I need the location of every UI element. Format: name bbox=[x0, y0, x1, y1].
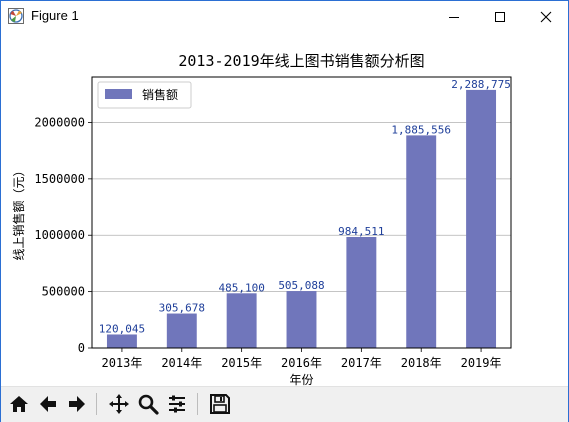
configure-icon bbox=[169, 395, 185, 413]
close-icon bbox=[540, 11, 552, 22]
close-button[interactable] bbox=[523, 1, 569, 32]
window-title: Figure 1 bbox=[31, 8, 79, 23]
x-tick-label: 2015年 bbox=[221, 356, 262, 370]
bar bbox=[226, 293, 257, 348]
y-tick-label: 1500000 bbox=[34, 172, 85, 186]
save-button[interactable] bbox=[207, 391, 233, 417]
x-tick-label: 2013年 bbox=[101, 356, 142, 370]
bar-value-label: 984,511 bbox=[338, 225, 384, 238]
zoom-button[interactable] bbox=[135, 391, 161, 417]
zoom-icon bbox=[138, 394, 159, 415]
maximize-icon bbox=[495, 11, 505, 22]
y-tick-label: 2000000 bbox=[34, 115, 85, 129]
y-axis-label: 线上销售额（元） bbox=[11, 164, 26, 260]
legend-swatch bbox=[105, 89, 132, 99]
home-button[interactable] bbox=[6, 391, 32, 417]
x-tick-label: 2019年 bbox=[461, 356, 502, 370]
app-icon bbox=[8, 8, 24, 24]
legend-label: 销售额 bbox=[142, 87, 178, 102]
bar-value-label: 485,100 bbox=[218, 281, 264, 294]
forward-button[interactable] bbox=[64, 391, 90, 417]
x-tick-label: 2017年 bbox=[341, 356, 382, 370]
bar-value-label: 1,885,556 bbox=[391, 123, 451, 136]
navigation-toolbar bbox=[1, 386, 568, 422]
bar bbox=[286, 291, 317, 348]
minimize-icon bbox=[449, 16, 459, 18]
chart-title: 2013-2019年线上图书销售额分析图 bbox=[178, 52, 424, 70]
bar bbox=[346, 236, 377, 348]
forward-icon bbox=[69, 396, 85, 412]
bar-value-label: 120,045 bbox=[99, 322, 145, 335]
x-axis-label: 年份 bbox=[289, 373, 313, 386]
save-icon bbox=[210, 394, 230, 414]
pan-button[interactable] bbox=[106, 391, 132, 417]
bar-value-label: 505,088 bbox=[278, 279, 324, 292]
x-tick-label: 2014年 bbox=[161, 356, 202, 370]
configure-button[interactable] bbox=[164, 391, 190, 417]
plot-area: 0 500000 1000000 1500000 2000000 2013年 2014年 20… bbox=[1, 32, 568, 387]
back-button[interactable] bbox=[35, 391, 61, 417]
bar bbox=[406, 135, 437, 348]
x-tick-label: 2018年 bbox=[401, 356, 442, 370]
pan-icon bbox=[109, 394, 129, 414]
bar-value-label: 305,678 bbox=[159, 302, 205, 315]
title-bar[interactable]: Figure 1 bbox=[1, 1, 568, 33]
bar bbox=[466, 89, 497, 348]
toolbar-separator bbox=[197, 393, 198, 415]
bar-value-label: 2,288,775 bbox=[451, 78, 511, 91]
y-tick-label: 0 bbox=[78, 341, 85, 355]
bar bbox=[166, 313, 197, 348]
bar bbox=[106, 334, 137, 348]
bar-chart: 0 500000 1000000 1500000 2000000 2013年 2014年 20… bbox=[11, 52, 512, 387]
toolbar-separator bbox=[96, 393, 97, 415]
minimize-button[interactable] bbox=[431, 1, 477, 32]
back-icon bbox=[40, 396, 56, 412]
home-icon bbox=[10, 396, 28, 412]
legend-box bbox=[97, 81, 192, 109]
x-tick-label: 2016年 bbox=[281, 356, 322, 370]
legend: 销售额 bbox=[97, 81, 192, 109]
maximize-button[interactable] bbox=[477, 1, 523, 32]
y-tick-label: 500000 bbox=[42, 285, 85, 299]
y-tick-label: 1000000 bbox=[34, 228, 85, 242]
